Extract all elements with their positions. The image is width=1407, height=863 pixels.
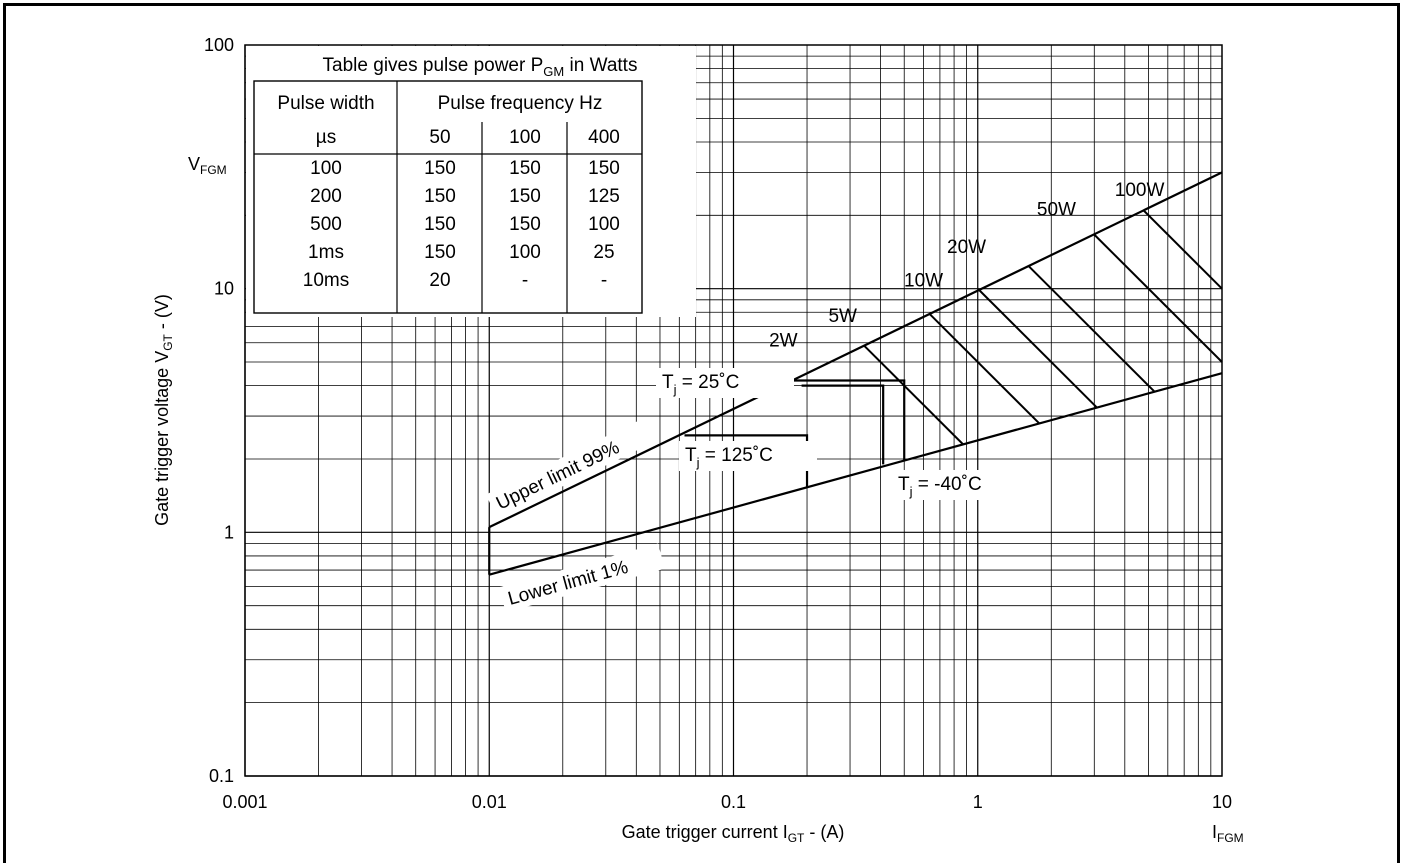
table-col-unit: µs <box>316 127 336 148</box>
table-cell: 150 <box>424 242 456 263</box>
upper-limit-line <box>488 171 1223 529</box>
power-label-20W: 20W <box>947 237 986 258</box>
power-line-2W <box>863 344 964 446</box>
tj-25-label: Tj = 25˚C <box>662 372 739 397</box>
tj-25-box <box>801 384 885 465</box>
table-cell: - <box>522 270 528 291</box>
i-fgm-label: IFGM <box>1212 822 1244 845</box>
table-cell: 1ms <box>308 242 344 263</box>
table-cell: 150 <box>424 186 456 207</box>
x-tick-label: 10 <box>1212 792 1232 812</box>
table-freq-header: Pulse frequency Hz <box>438 93 603 114</box>
table-cell: 150 <box>509 214 541 235</box>
x-axis-label: Gate trigger current IGT - (A) <box>622 822 845 845</box>
y-tick-label: 100 <box>204 35 234 55</box>
power-line-20W <box>1027 265 1156 393</box>
table-cell: 25 <box>593 242 614 263</box>
table-border <box>253 80 643 314</box>
pulse-power-table: Table gives pulse power PGM in Watts Puls… <box>246 46 696 317</box>
table-cell: 150 <box>509 158 541 179</box>
y-tick-label: 10 <box>214 279 234 299</box>
table-cell: 200 <box>310 186 342 207</box>
table-cell: 150 <box>588 158 620 179</box>
table-cell: 100 <box>310 158 342 179</box>
series-lines <box>488 171 1223 576</box>
tj-minus40-label-bg <box>892 470 1030 500</box>
tj-25-label-bg <box>656 368 794 398</box>
tj-125-label-bg <box>679 441 817 471</box>
table-cell: 500 <box>310 214 342 235</box>
power-label-100W: 100W <box>1115 180 1165 201</box>
power-line-5W <box>928 313 1041 425</box>
upper-limit-label-bg <box>485 418 655 519</box>
table-cell: 10ms <box>303 270 349 291</box>
power-line-50W <box>1093 233 1223 363</box>
table-freq-col: 400 <box>588 127 620 148</box>
power-label-10W: 10W <box>904 271 943 292</box>
table-cell: - <box>601 270 607 291</box>
x-tick-label: 0.01 <box>472 792 507 812</box>
table-cell: 150 <box>424 158 456 179</box>
x-tick-label: 0.1 <box>721 792 746 812</box>
table-cell: 150 <box>424 214 456 235</box>
tj-125-label: Tj = 125˚C <box>685 445 773 470</box>
upper-limit-label: Upper limit 99% <box>493 437 623 514</box>
power-line-100W <box>1142 209 1223 290</box>
y-tick-label: 0.1 <box>209 766 234 786</box>
power-label-50W: 50W <box>1037 199 1076 220</box>
power-line-10W <box>978 289 1098 409</box>
table-cell: 100 <box>588 214 620 235</box>
lower-limit-label-bg <box>498 543 665 613</box>
chart-frame <box>3 3 1400 863</box>
power-label-2W: 2W <box>769 330 798 351</box>
lower-limit-line <box>488 372 1223 576</box>
x-tick-label: 1 <box>973 792 983 812</box>
y-tick-label: 1 <box>224 522 234 542</box>
table-freq-col: 50 <box>429 127 450 148</box>
power-label-5W: 5W <box>828 306 857 327</box>
tj-minus40-box <box>789 379 906 461</box>
y-axis-label: Gate trigger voltage VGT - (V) <box>152 294 175 526</box>
table-cell: 125 <box>588 186 620 207</box>
table-freq-col: 100 <box>509 127 541 148</box>
v-fgm-label: VFGM <box>188 154 227 177</box>
tj-minus40-label: Tj = -40˚C <box>898 474 982 499</box>
table-cell: 150 <box>509 186 541 207</box>
table-cell: 20 <box>429 270 450 291</box>
plot-border <box>244 44 1223 777</box>
x-tick-label: 0.001 <box>222 792 267 812</box>
table-background <box>246 46 696 317</box>
table-title: Table gives pulse power PGM in Watts <box>323 55 638 79</box>
table-cell: 100 <box>509 242 541 263</box>
table-col-header: Pulse width <box>277 93 374 114</box>
